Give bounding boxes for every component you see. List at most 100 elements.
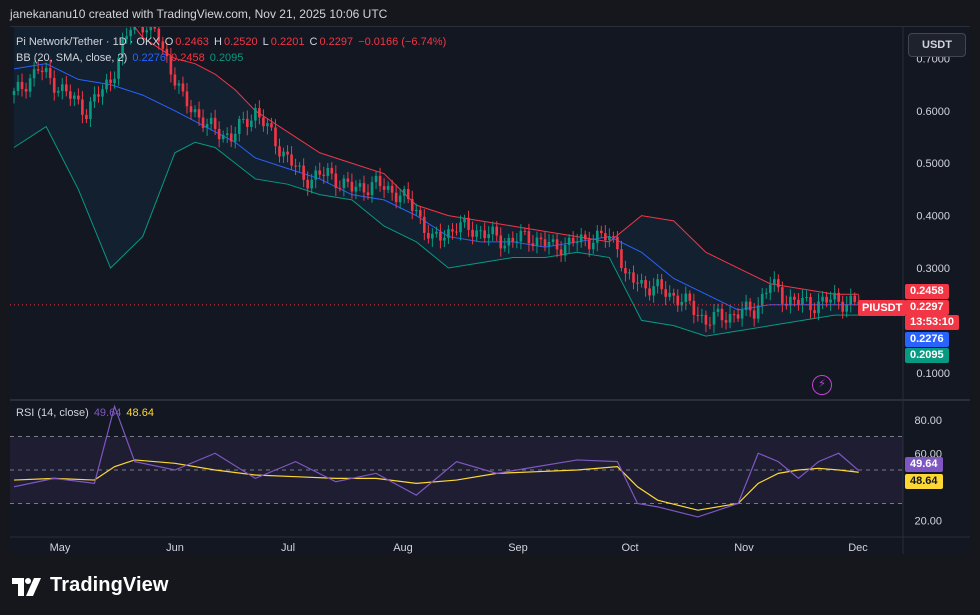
candle-body [322, 174, 326, 176]
candle-body [165, 48, 169, 57]
candle-body [28, 78, 32, 92]
candle-body [604, 233, 607, 241]
candle-body [491, 226, 495, 235]
candle-body [213, 117, 217, 129]
candle-body [129, 29, 132, 37]
candle-body [555, 239, 559, 250]
candle-body [197, 109, 201, 118]
rsi-line [13, 404, 860, 518]
candle-body [760, 293, 764, 306]
candle-body [209, 117, 213, 125]
candle-body [511, 237, 515, 242]
candle-body [833, 292, 836, 300]
candle-body [664, 289, 667, 297]
candle-body [93, 94, 96, 102]
candle-body [652, 286, 655, 296]
candle-body [64, 84, 68, 92]
candle-body [680, 301, 684, 306]
candle-body [201, 117, 205, 128]
candle-body [519, 230, 523, 242]
bb-upper-value: 0.2458 [171, 52, 205, 64]
candle-body [777, 279, 780, 288]
candle-body [24, 88, 28, 92]
candle-body [278, 146, 281, 157]
candle-body [423, 216, 426, 233]
price-tick-label: 0.1000 [916, 368, 950, 380]
candle-body [781, 287, 784, 304]
candle-body [740, 309, 744, 319]
candle-body [225, 133, 229, 135]
candle-body [145, 30, 149, 33]
candle-body [764, 292, 768, 294]
candle-body [101, 89, 104, 97]
candle-body [169, 56, 173, 75]
symbol-name[interactable]: Pi Network/Tether · 1D · OKX [16, 36, 160, 48]
candle-body [330, 167, 334, 174]
candle-body [378, 175, 382, 187]
candle-body [591, 242, 595, 250]
candle-body [282, 151, 285, 157]
lightning-icon[interactable]: ⚡ [812, 375, 832, 395]
candle-body [563, 244, 567, 256]
candle-body [632, 272, 635, 283]
change-value: −0.0166 (−6.74%) [358, 36, 447, 48]
candle-body [20, 81, 24, 89]
candle-body [439, 231, 442, 241]
candle-body [829, 299, 832, 303]
rsi-band-fill [10, 436, 903, 504]
candle-body [117, 57, 120, 79]
logo-text: TradingView [50, 574, 169, 596]
rsi-tick-label: 20.00 [914, 515, 942, 527]
candle-body [636, 282, 639, 284]
candle-body [684, 293, 688, 302]
candle-body [503, 245, 507, 249]
candle-body [849, 295, 853, 305]
rsi-label[interactable]: RSI (14, close) [16, 407, 89, 419]
candle-body [153, 27, 157, 29]
candle-body [342, 178, 346, 189]
candle-body [386, 185, 390, 190]
candle-body [398, 195, 402, 203]
candle-body [471, 229, 474, 237]
candle-body [121, 39, 124, 58]
candle-body [246, 118, 249, 127]
chart-area[interactable]: 0.70000.60000.50000.40000.30000.20000.10… [10, 26, 970, 554]
candle-body [825, 296, 828, 303]
rsi-tick-label: 80.00 [914, 415, 942, 427]
candle-body [274, 127, 277, 147]
candle-body [616, 237, 619, 250]
rsi-pane [10, 404, 903, 518]
currency-button[interactable]: USDT [908, 33, 966, 57]
candle-body [772, 279, 776, 285]
candle-body [748, 301, 752, 311]
candle-body [181, 83, 185, 92]
main-legend: Pi Network/Tether · 1D · OKX O 0.2463 H 0.… [16, 36, 448, 48]
bb-label[interactable]: BB (20, SMA, close, 2) [16, 52, 128, 64]
time-tick-label: Oct [621, 542, 638, 554]
rsi-legend: RSI (14, close) 49.64 48.64 [16, 407, 156, 419]
candle-body [250, 120, 253, 127]
candle-body [732, 314, 736, 316]
low-label: L [262, 36, 269, 48]
candle-body [523, 230, 527, 232]
candle-body [479, 230, 482, 232]
candle-body [133, 27, 136, 30]
time-tick-label: Jun [166, 542, 184, 554]
candle-body [105, 79, 108, 90]
candle-body [362, 183, 366, 193]
candle-body [595, 230, 599, 243]
candle-body [229, 133, 233, 142]
candle-body [44, 67, 48, 73]
candle-body [483, 230, 486, 239]
candle-body [551, 239, 555, 242]
candle-body [527, 231, 531, 244]
attribution-text: janekananu10 created with TradingView.co… [10, 7, 388, 21]
candle-body [644, 280, 647, 289]
candle-body [221, 134, 225, 140]
candle-body [567, 237, 571, 245]
chart-svg[interactable]: 0.70000.60000.50000.40000.30000.20000.10… [10, 27, 970, 554]
candle-body [789, 296, 792, 306]
open-value: 0.2463 [175, 36, 209, 48]
candle-body [608, 236, 611, 241]
candle-body [648, 288, 651, 296]
